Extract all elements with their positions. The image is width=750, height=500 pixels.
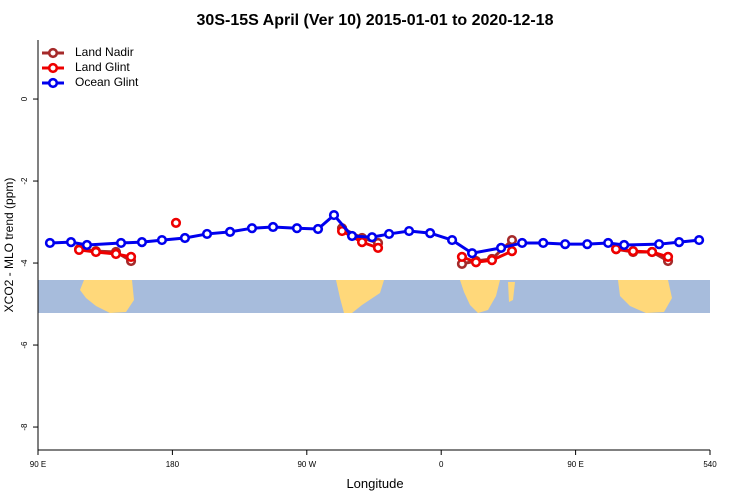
point — [224, 226, 236, 237]
point — [506, 246, 518, 257]
point — [110, 248, 122, 260]
point — [312, 223, 324, 235]
legend-marker — [47, 62, 59, 74]
point — [170, 217, 182, 228]
y-tick-label: -2 — [20, 177, 29, 185]
point — [506, 234, 518, 246]
point — [81, 239, 93, 251]
point — [90, 246, 102, 258]
point — [44, 237, 56, 249]
point — [619, 239, 630, 251]
point — [646, 246, 658, 258]
chart-title: 30S-15S April (Ver 10) 2015-01-01 to 202… — [197, 12, 554, 29]
y-tick-label: -8 — [20, 423, 29, 431]
y-axis-label: XCO2 - MLO trend (ppm) — [2, 178, 16, 313]
point — [115, 237, 127, 249]
point — [673, 237, 685, 248]
point — [538, 237, 549, 249]
point — [447, 234, 458, 246]
legend-marker — [47, 77, 59, 89]
legend-label: Land Glint — [75, 60, 130, 74]
point — [517, 237, 528, 249]
point — [603, 237, 614, 249]
x-tick-label: 540 — [703, 460, 717, 469]
point — [246, 223, 258, 234]
point — [136, 237, 148, 248]
series-line — [461, 249, 513, 264]
point — [403, 225, 415, 237]
point — [425, 228, 436, 239]
map-background — [38, 280, 710, 313]
legend-label: Ocean Glint — [75, 75, 139, 89]
point — [328, 209, 340, 221]
x-tick-label: 90 E — [30, 460, 46, 469]
series — [73, 217, 674, 268]
series-line — [615, 247, 669, 259]
point — [693, 234, 705, 246]
point — [467, 248, 478, 259]
x-tick-label: 180 — [166, 460, 180, 469]
x-tick-label: 0 — [439, 460, 444, 469]
series — [44, 209, 705, 259]
series-line — [78, 248, 132, 259]
legend-marker — [47, 47, 59, 59]
legend-label: Land Nadir — [75, 45, 134, 59]
point — [65, 237, 77, 248]
point — [383, 228, 395, 240]
point — [627, 246, 639, 257]
point — [366, 232, 378, 243]
point — [610, 244, 622, 255]
point — [356, 237, 368, 248]
point — [291, 223, 303, 234]
point — [653, 239, 665, 250]
point — [372, 242, 384, 253]
point — [662, 251, 674, 262]
point — [560, 239, 571, 250]
point — [179, 232, 191, 244]
point — [346, 230, 358, 242]
point — [582, 239, 593, 250]
point — [495, 242, 507, 253]
y-tick-label: 0 — [20, 96, 29, 101]
point — [470, 257, 482, 268]
x-axis-label: Longitude — [346, 476, 403, 491]
x-tick-label: 90 W — [297, 460, 316, 469]
point — [267, 221, 279, 233]
x-tick-label: 90 E — [567, 460, 583, 469]
y-tick-label: -4 — [20, 259, 29, 267]
point — [125, 251, 137, 262]
point — [156, 234, 168, 246]
point — [456, 251, 468, 262]
point — [201, 228, 213, 240]
y-tick-label: -6 — [20, 341, 29, 349]
point — [73, 244, 85, 256]
point — [486, 255, 498, 266]
